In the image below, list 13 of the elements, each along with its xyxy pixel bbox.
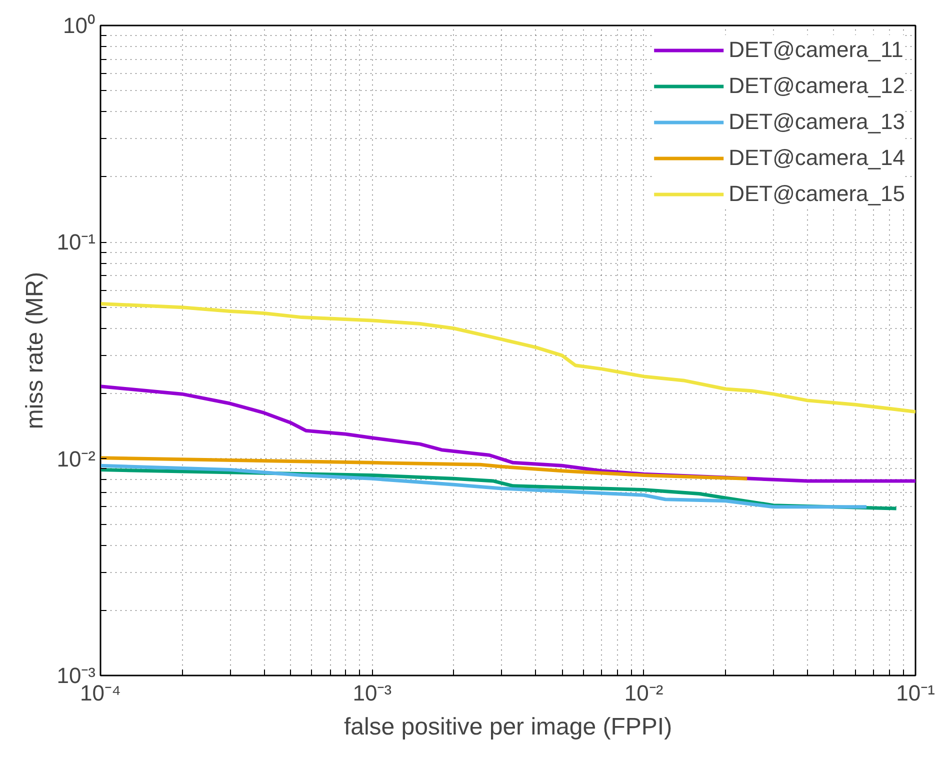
x-tick-label: 10⁻¹ (896, 680, 935, 706)
y-tick-label: 10⁻¹ (56, 230, 96, 255)
legend-label: DET@camera_13 (728, 108, 905, 136)
legend-label: DET@camera_14 (728, 144, 905, 172)
legend-label: DET@camera_15 (728, 180, 905, 208)
legend-label: DET@camera_12 (728, 72, 905, 100)
x-tick-label: 10⁻² (624, 680, 664, 706)
y-tick-label: 10⁰ (63, 13, 96, 38)
legend-label: DET@camera_11 (728, 36, 904, 64)
x-axis-title: false positive per image (FPPI) (344, 714, 672, 740)
x-tick-label: 10⁻³ (352, 680, 392, 706)
y-tick-label: 10⁻² (56, 446, 96, 472)
y-axis-title: miss rate (MR) (22, 272, 49, 430)
